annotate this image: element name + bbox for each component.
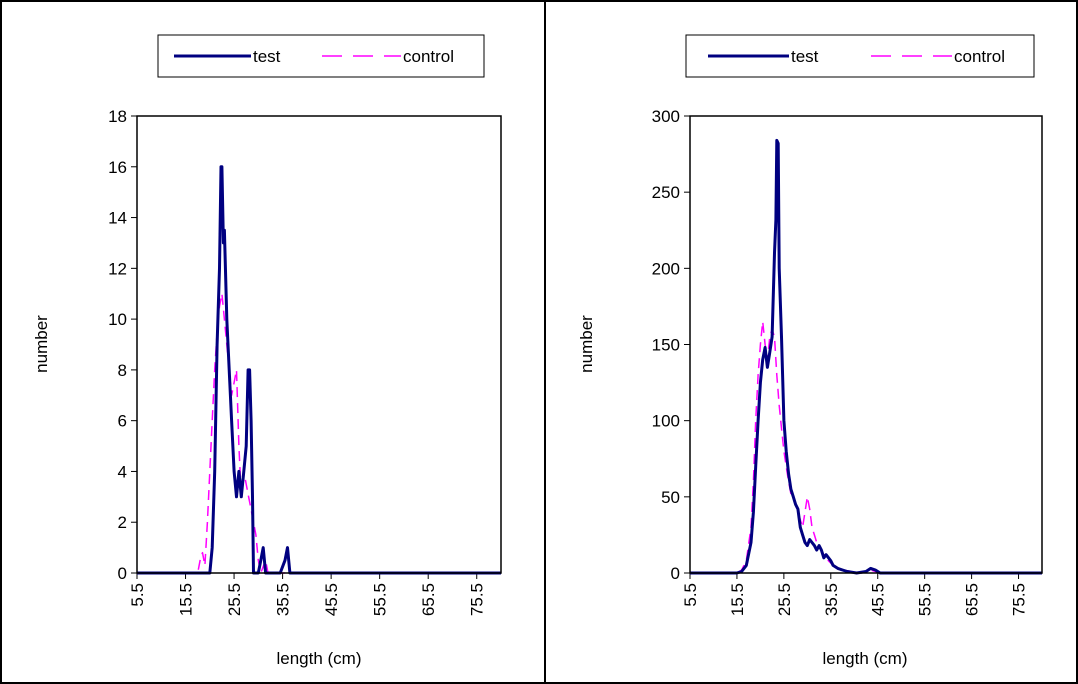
x-tick-label-7: 75.5 bbox=[1010, 583, 1029, 616]
x-axis-label: length (cm) bbox=[276, 649, 361, 668]
legend-control-label: control bbox=[954, 47, 1005, 66]
plot-area-frame bbox=[136, 115, 502, 574]
y-tick-label-1: 50 bbox=[661, 488, 680, 507]
chart-panel-1: test control number length (cm) 0 2 4 6 8 10 1… bbox=[32, 34, 502, 668]
x-tick-label-4: 45.5 bbox=[869, 583, 888, 616]
x-tick-label-3: 35.5 bbox=[822, 583, 841, 616]
chart-panel-2: test control number length (cm) 0 50 100 15… bbox=[577, 34, 1043, 668]
legend-test-label: test bbox=[253, 47, 281, 66]
y-tick-label-6: 12 bbox=[108, 259, 127, 278]
x-tick-label-0: 5.5 bbox=[681, 583, 700, 607]
x-tick-label-3: 35.5 bbox=[274, 583, 293, 616]
x-tick-label-1: 15.5 bbox=[177, 583, 196, 616]
x-axis-label: length (cm) bbox=[822, 649, 907, 668]
y-tick-label-9: 18 bbox=[108, 107, 127, 126]
x-tick-label-7: 75.5 bbox=[468, 583, 487, 616]
x-tick-label-1: 15.5 bbox=[728, 583, 747, 616]
y-tick-label-2: 100 bbox=[652, 412, 680, 431]
y-tick-label-5: 10 bbox=[108, 310, 127, 329]
y-tick-label-0: 0 bbox=[118, 564, 127, 583]
y-ticks: 0 50 100 150 200 250 300 bbox=[652, 107, 690, 583]
y-tick-label-0: 0 bbox=[671, 564, 680, 583]
x-ticks: 5.5 15.5 25.5 35.5 45.5 55.5 65.5 75.5 bbox=[681, 573, 1029, 616]
legend: test control bbox=[685, 34, 1035, 78]
x-tick-label-6: 65.5 bbox=[419, 583, 438, 616]
y-tick-label-1: 2 bbox=[118, 513, 127, 532]
y-tick-label-3: 150 bbox=[652, 336, 680, 355]
series-line-test bbox=[137, 165, 501, 575]
legend-test-label: test bbox=[791, 47, 819, 66]
legend: test control bbox=[157, 34, 485, 78]
y-tick-label-3: 6 bbox=[118, 412, 127, 431]
x-tick-label-4: 45.5 bbox=[322, 583, 341, 616]
x-tick-label-2: 25.5 bbox=[225, 583, 244, 616]
y-tick-label-8: 16 bbox=[108, 158, 127, 177]
y-tick-label-4: 8 bbox=[118, 361, 127, 380]
y-tick-label-5: 250 bbox=[652, 183, 680, 202]
x-tick-label-2: 25.5 bbox=[775, 583, 794, 616]
y-axis-label: number bbox=[32, 315, 51, 373]
x-tick-label-5: 55.5 bbox=[371, 583, 390, 616]
y-tick-label-2: 4 bbox=[118, 462, 127, 481]
x-tick-label-5: 55.5 bbox=[916, 583, 935, 616]
series-lines bbox=[690, 138, 1042, 575]
y-axis-label: number bbox=[577, 315, 596, 373]
x-tick-label-0: 5.5 bbox=[128, 583, 147, 607]
y-tick-label-6: 300 bbox=[652, 107, 680, 126]
x-ticks: 5.5 15.5 25.5 35.5 45.5 55.5 65.5 75.5 bbox=[128, 573, 487, 616]
x-tick-label-6: 65.5 bbox=[963, 583, 982, 616]
series-line-test bbox=[690, 138, 1042, 575]
y-tick-label-4: 200 bbox=[652, 259, 680, 278]
legend-box bbox=[157, 34, 485, 78]
series-lines bbox=[137, 165, 501, 575]
y-tick-label-7: 14 bbox=[108, 209, 127, 228]
y-ticks: 0 2 4 6 8 10 12 14 16 18 bbox=[108, 107, 137, 583]
plot-area-frame bbox=[689, 115, 1043, 574]
legend-control-label: control bbox=[403, 47, 454, 66]
